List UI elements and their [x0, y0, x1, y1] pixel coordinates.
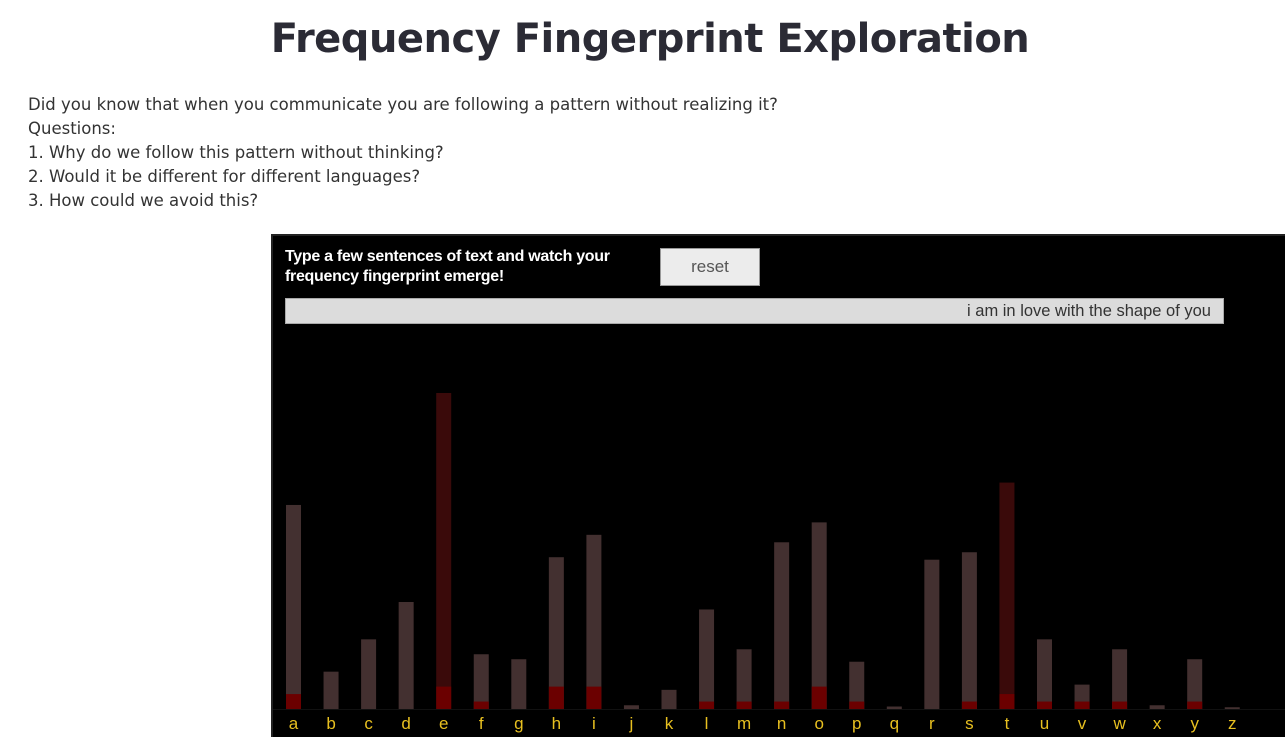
current-bar-y — [1187, 701, 1203, 709]
current-bar-u — [1037, 701, 1052, 709]
letter-label-o: o — [814, 714, 823, 733]
bar-b — [323, 671, 339, 709]
intro-line: Did you know that when you communicate y… — [28, 95, 778, 114]
current-bar-o — [811, 686, 827, 709]
letter-label-s: s — [965, 714, 974, 733]
current-bar-s — [961, 701, 977, 709]
page-title: Frequency Fingerprint Exploration — [270, 16, 1030, 62]
current-bar-t — [999, 694, 1015, 709]
bar-u — [1037, 639, 1052, 709]
current-bar-f — [473, 701, 489, 709]
current-bar-n — [774, 701, 790, 709]
bar-z — [1224, 707, 1240, 709]
letter-label-x: x — [1153, 714, 1162, 733]
letter-label-n: n — [777, 714, 786, 733]
intro-line: Questions: — [28, 119, 116, 138]
current-bar-a — [286, 694, 301, 709]
bar-p — [849, 661, 865, 709]
intro-line: 3. How could we avoid this? — [28, 191, 259, 210]
bar-q — [886, 706, 902, 709]
letter-label-w: w — [1112, 714, 1126, 733]
bar-w — [1112, 649, 1128, 709]
letter-label-c: c — [364, 714, 373, 733]
current-bar-w — [1112, 701, 1128, 709]
fingerprint-app: Type a few sentences of text and watch y… — [271, 234, 1285, 737]
bar-g — [511, 659, 527, 709]
reset-button[interactable]: reset — [660, 248, 760, 286]
text-input[interactable] — [285, 298, 1224, 324]
bar-m — [736, 649, 752, 709]
letter-label-v: v — [1078, 714, 1087, 733]
bar-d — [398, 602, 414, 709]
current-bar-h — [548, 686, 564, 709]
current-bar-v — [1074, 701, 1090, 709]
bar-o — [811, 522, 827, 709]
bar-i — [586, 534, 602, 709]
bar-h — [548, 557, 564, 709]
letter-label-l: l — [705, 714, 709, 733]
letter-label-i: i — [592, 714, 596, 733]
letter-label-h: h — [552, 714, 561, 733]
letter-label-r: r — [929, 714, 935, 733]
letter-label-k: k — [665, 714, 674, 733]
bar-s — [961, 552, 977, 709]
bar-j — [623, 705, 639, 709]
bar-a — [286, 504, 301, 709]
bar-f — [473, 654, 489, 709]
letter-label-g: g — [514, 714, 523, 733]
current-bar-i — [586, 686, 602, 709]
intro-text: Did you know that when you communicate y… — [28, 93, 778, 213]
bar-l — [699, 609, 715, 709]
current-bar-p — [849, 701, 865, 709]
bar-e — [436, 393, 452, 709]
bar-c — [361, 639, 377, 709]
letter-label-a: a — [289, 714, 299, 733]
letter-label-p: p — [852, 714, 861, 733]
letter-label-t: t — [1005, 714, 1010, 733]
current-bar-l — [699, 701, 715, 709]
bar-x — [1149, 705, 1165, 709]
letter-label-m: m — [737, 714, 751, 733]
letter-label-f: f — [479, 714, 484, 733]
current-bar-m — [736, 701, 752, 709]
letter-label-u: u — [1040, 714, 1049, 733]
instructions: Type a few sentences of text and watch y… — [285, 248, 610, 285]
letter-label-z: z — [1228, 714, 1237, 733]
frequency-chart: a b c d e f g h i j k l m n o p q r s t u v w x y z — [273, 393, 1285, 733]
bar-y — [1187, 659, 1203, 709]
letter-label-d: d — [401, 714, 410, 733]
intro-line: 2. Would it be different for different l… — [28, 167, 421, 186]
bar-k — [661, 689, 677, 709]
current-bar-e — [436, 686, 452, 709]
letter-label-b: b — [326, 714, 335, 733]
letter-label-q: q — [890, 714, 899, 733]
letter-label-y: y — [1190, 714, 1199, 733]
intro-line: 1. Why do we follow this pattern without… — [28, 143, 444, 162]
bar-r — [924, 559, 940, 709]
letter-label-j: j — [629, 714, 634, 733]
bar-n — [774, 542, 790, 709]
bar-t — [999, 482, 1015, 709]
letter-label-e: e — [439, 714, 448, 733]
